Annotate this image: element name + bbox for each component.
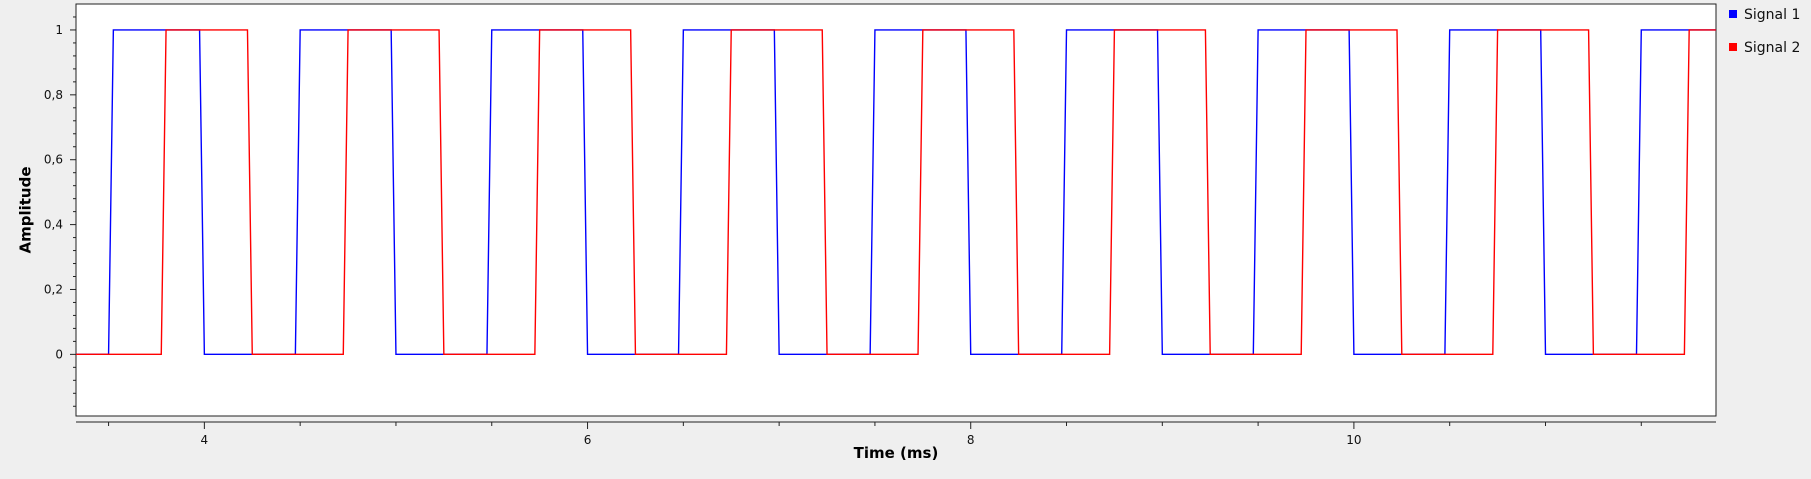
legend-label-2: Signal 2 — [1744, 40, 1800, 56]
x-axis: 4 6 8 10 — [76, 421, 1716, 447]
x-tick-label: 8 — [967, 433, 975, 447]
x-axis-label: Time (ms) — [854, 444, 939, 462]
y-tick-label: 0,6 — [44, 153, 63, 167]
y-axis-label: Amplitude — [17, 166, 35, 253]
y-tick-label: 0 — [55, 347, 63, 361]
x-tick-label: 4 — [201, 433, 209, 447]
y-tick-label: 0,2 — [44, 282, 63, 296]
legend: Signal 1 Signal 2 — [1729, 7, 1800, 56]
series-2-line — [76, 29, 1716, 356]
x-tick-label: 10 — [1346, 433, 1361, 447]
series-1-line — [76, 29, 1716, 356]
y-tick-label: 0,8 — [44, 88, 63, 102]
y-tick-label: 1 — [55, 23, 63, 37]
x-tick-label: 6 — [584, 433, 592, 447]
legend-label-1: Signal 1 — [1744, 7, 1800, 23]
legend-swatch-1 — [1729, 10, 1737, 18]
legend-swatch-2 — [1729, 43, 1737, 51]
y-tick-label: 0,4 — [44, 218, 63, 232]
series-layer — [76, 29, 1716, 356]
plot-area — [75, 3, 1717, 417]
y-axis: 0 0,2 0,4 0,6 0,8 1 — [44, 4, 77, 416]
